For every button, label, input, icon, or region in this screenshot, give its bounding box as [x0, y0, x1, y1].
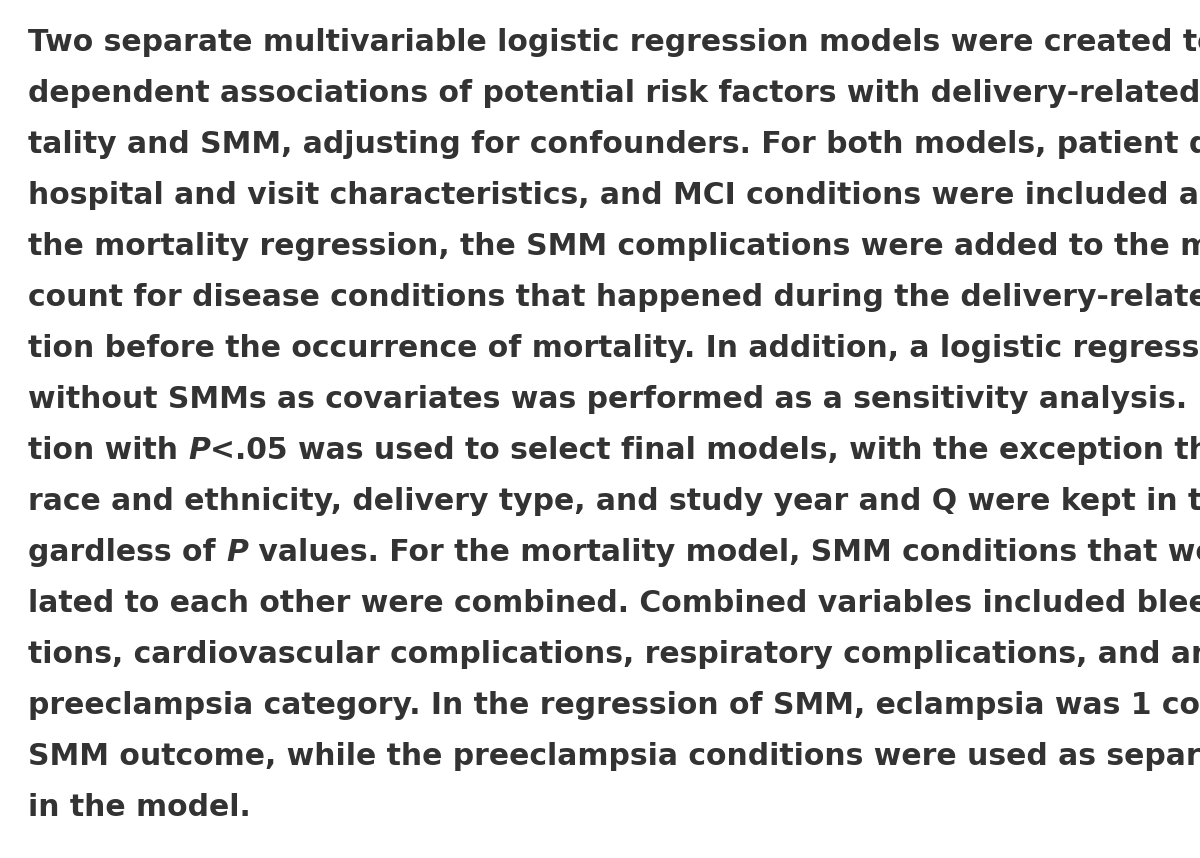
Text: P: P	[188, 436, 210, 465]
Text: tions, cardiovascular complications, respiratory complications, and an eclampsia: tions, cardiovascular complications, res…	[28, 640, 1200, 669]
Text: the mortality regression, the SMM complications were added to the model to ac-: the mortality regression, the SMM compli…	[28, 232, 1200, 261]
Text: race and ethnicity, delivery type, and study year and Q were kept in the model r: race and ethnicity, delivery type, and s…	[28, 487, 1200, 516]
Text: tion before the occurrence of mortality. In addition, a logistic regression of m: tion before the occurrence of mortality.…	[28, 334, 1200, 363]
Text: dependent associations of potential risk factors with delivery-related maternal : dependent associations of potential risk…	[28, 79, 1200, 108]
Text: lated to each other were combined. Combined variables included bleeding complica: lated to each other were combined. Combi…	[28, 589, 1200, 618]
Text: without SMMs as covariates was performed as a sensitivity analysis. Backward sel: without SMMs as covariates was performed…	[28, 385, 1200, 414]
Text: P: P	[226, 538, 248, 567]
Text: values. For the mortality model, SMM conditions that were closely re-: values. For the mortality model, SMM con…	[248, 538, 1200, 567]
Text: hospital and visit characteristics, and MCI conditions were included as covariat: hospital and visit characteristics, and …	[28, 181, 1200, 210]
Text: in the model.: in the model.	[28, 793, 251, 822]
Text: preeclampsia category. In the regression of SMM, eclampsia was 1 component of th: preeclampsia category. In the regression…	[28, 691, 1200, 720]
Text: gardless of: gardless of	[28, 538, 226, 567]
Text: Two separate multivariable logistic regression models were created to assess the: Two separate multivariable logistic regr…	[28, 28, 1200, 57]
Text: tion with: tion with	[28, 436, 188, 465]
Text: SMM outcome, while the preeclampsia conditions were used as separate covariates: SMM outcome, while the preeclampsia cond…	[28, 742, 1200, 771]
Text: tality and SMM, adjusting for confounders. For both models, patient demographics: tality and SMM, adjusting for confounder…	[28, 130, 1200, 159]
Text: count for disease conditions that happened during the delivery-related hospitali: count for disease conditions that happen…	[28, 283, 1200, 312]
Text: <.05 was used to select final models, with the exception that patient age,: <.05 was used to select final models, wi…	[210, 436, 1200, 465]
